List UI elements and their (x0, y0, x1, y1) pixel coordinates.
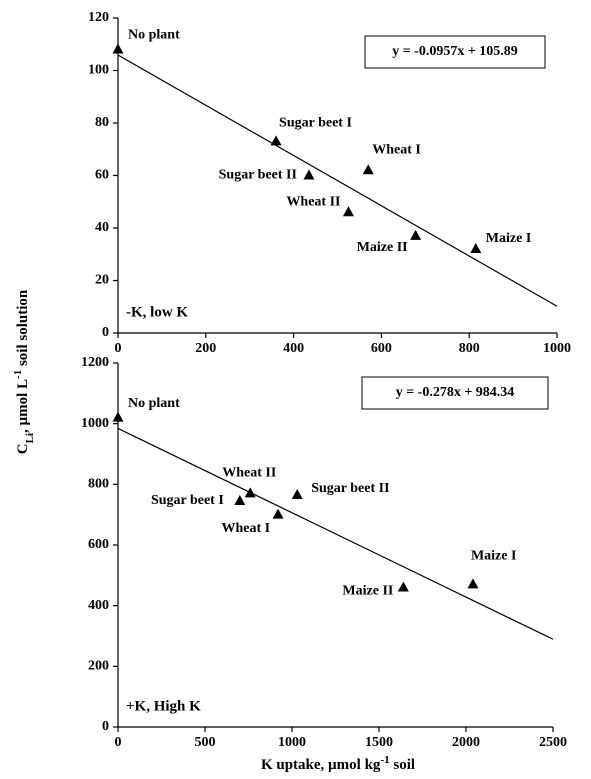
point-label: Sugar beet II (311, 481, 389, 496)
trend-line (117, 427, 554, 640)
x-tick-label: 200 (195, 341, 216, 356)
x-tick-label: 1500 (365, 735, 393, 750)
point-label: Maize II (342, 584, 393, 599)
y-label-sub: Li (24, 433, 36, 443)
panel-annotation: +K, High K (126, 698, 201, 714)
y-label-part: C (15, 443, 31, 454)
point (272, 508, 284, 519)
x-label-part: soil (390, 757, 415, 773)
point-label: Wheat II (222, 466, 276, 481)
point-label: Sugar beet I (279, 116, 352, 131)
equation-box (364, 35, 546, 69)
point (270, 135, 282, 146)
panel-annotation: -K, low K (126, 304, 188, 320)
y-tick-label: 800 (88, 477, 109, 492)
point (410, 229, 422, 240)
point-label: No plant (128, 28, 180, 43)
point-label: Maize I (486, 231, 531, 246)
y-tick-label: 60 (95, 168, 109, 183)
point (342, 206, 354, 217)
point (470, 243, 482, 253)
trend-line (117, 54, 558, 307)
x-axis-label: K uptake, µmol kg-1 soil (261, 754, 415, 774)
x-tick-label: 800 (459, 341, 480, 356)
y-tick-label: 0 (102, 719, 109, 734)
x-tick-label: 2000 (452, 735, 480, 750)
point-label: Wheat I (221, 521, 270, 536)
y-tick-label: 40 (95, 220, 109, 235)
x-tick-label: 2500 (539, 735, 567, 750)
point-label: Wheat I (372, 142, 421, 157)
point (112, 411, 124, 422)
y-tick-label: 1200 (81, 355, 109, 370)
point (397, 581, 409, 592)
x-tick-label: 600 (371, 341, 392, 356)
equation: y = -0.278x + 984.34 (396, 385, 515, 400)
point (303, 169, 315, 180)
point-label: No plant (128, 396, 180, 411)
point-label: Maize II (357, 240, 408, 255)
point-label: Maize I (471, 549, 516, 564)
point (234, 495, 246, 506)
x-tick-label: 500 (195, 735, 216, 750)
y-tick-label: 400 (88, 598, 109, 613)
y-label-part: soil solution (15, 289, 31, 370)
point (244, 487, 256, 498)
y-tick-label: 600 (88, 537, 109, 552)
point-label: Wheat II (286, 194, 340, 209)
x-tick-label: 0 (115, 735, 122, 750)
y-tick-label: 80 (95, 115, 109, 130)
y-label-part: , µmol L (15, 379, 31, 433)
equation: y = -0.0957x + 105.89 (392, 44, 518, 59)
y-tick-label: 200 (88, 659, 109, 674)
y-axis-label: CLi, µmol L-1 soil solution (12, 289, 36, 454)
point (291, 488, 303, 499)
y-tick-label: 100 (88, 63, 109, 78)
point-label: Sugar beet II (219, 168, 297, 183)
x-tick-label: 0 (115, 341, 122, 356)
x-label-sup: -1 (380, 754, 389, 766)
x-tick-label: 1000 (543, 341, 571, 356)
point (362, 164, 374, 175)
x-tick-label: 400 (283, 341, 304, 356)
x-label-part: K uptake, µmol kg (261, 757, 381, 773)
y-tick-label: 120 (88, 10, 109, 25)
y-tick-label: 0 (102, 325, 109, 340)
y-tick-label: 1000 (81, 416, 109, 431)
equation-box (361, 376, 549, 410)
point (467, 578, 479, 589)
y-tick-label: 20 (95, 273, 109, 288)
x-tick-label: 1000 (278, 735, 306, 750)
y-label-sup: -1 (12, 370, 24, 379)
point (112, 43, 124, 54)
point-label: Sugar beet I (151, 493, 224, 508)
